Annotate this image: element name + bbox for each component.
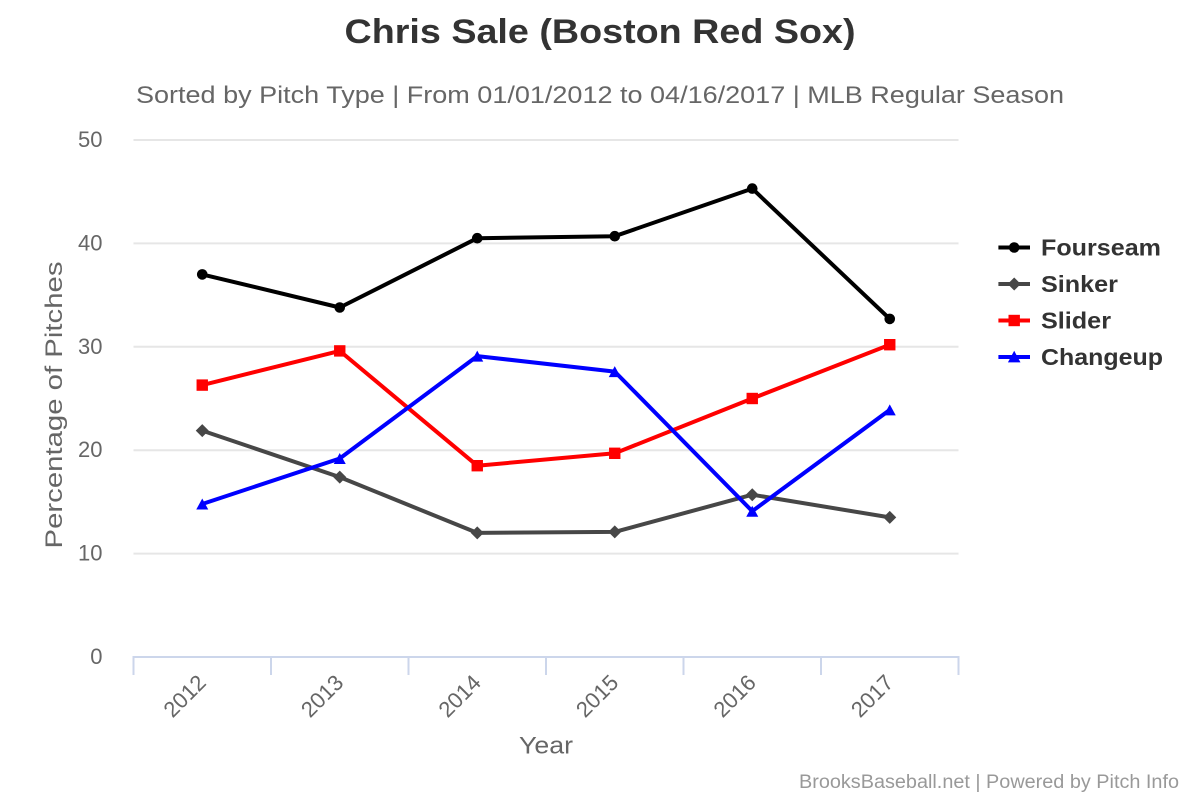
svg-text:Sorted by Pitch Type | From 01: Sorted by Pitch Type | From 01/01/2012 t… bbox=[136, 82, 1064, 109]
svg-text:10: 10 bbox=[78, 541, 102, 566]
svg-text:50: 50 bbox=[78, 127, 102, 152]
svg-text:Slider: Slider bbox=[1041, 308, 1111, 334]
svg-text:Changeup: Changeup bbox=[1041, 344, 1163, 370]
svg-text:Year: Year bbox=[519, 733, 573, 760]
svg-text:20: 20 bbox=[78, 437, 102, 462]
svg-text:Percentage of Pitches: Percentage of Pitches bbox=[41, 262, 68, 549]
svg-text:0: 0 bbox=[90, 644, 102, 669]
svg-text:40: 40 bbox=[78, 230, 102, 255]
svg-text:BrooksBaseball.net | Powered b: BrooksBaseball.net | Powered by Pitch In… bbox=[799, 772, 1179, 793]
svg-text:Fourseam: Fourseam bbox=[1041, 235, 1161, 261]
svg-text:30: 30 bbox=[78, 334, 102, 359]
svg-text:Chris Sale (Boston Red Sox): Chris Sale (Boston Red Sox) bbox=[345, 13, 856, 51]
svg-text:Sinker: Sinker bbox=[1041, 271, 1118, 297]
